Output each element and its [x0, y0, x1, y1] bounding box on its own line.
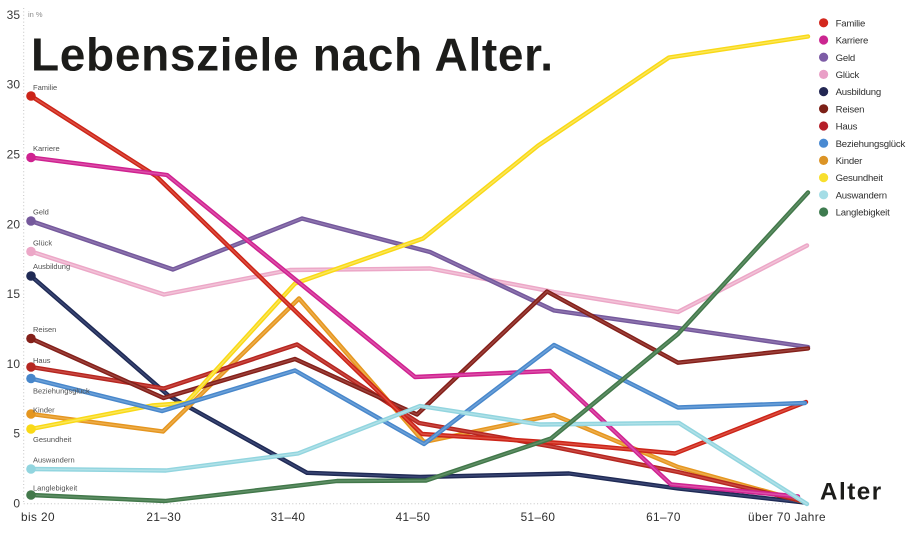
svg-text:Beziehungsglück: Beziehungsglück — [836, 139, 906, 150]
svg-text:41–50: 41–50 — [396, 510, 431, 524]
svg-text:30: 30 — [7, 78, 21, 92]
svg-text:Gesundheit: Gesundheit — [836, 173, 884, 184]
svg-text:Familie: Familie — [836, 18, 866, 29]
svg-text:Ausbildung: Ausbildung — [836, 87, 881, 98]
svg-text:über 70 Jahre: über 70 Jahre — [748, 510, 826, 524]
svg-text:Langlebigkeit: Langlebigkeit — [836, 208, 890, 219]
svg-text:Reisen: Reisen — [33, 325, 56, 334]
svg-text:Glück: Glück — [33, 239, 52, 248]
svg-text:Lebensziele nach Alter.: Lebensziele nach Alter. — [31, 28, 554, 80]
svg-text:Gesundheit: Gesundheit — [33, 435, 72, 444]
svg-text:Haus: Haus — [33, 356, 51, 365]
svg-text:Geld: Geld — [836, 53, 855, 64]
svg-text:21–30: 21–30 — [146, 510, 181, 524]
svg-text:Reisen: Reisen — [836, 104, 865, 115]
svg-text:Auswandern: Auswandern — [33, 456, 75, 465]
svg-text:35: 35 — [7, 8, 21, 22]
svg-text:Karriere: Karriere — [836, 36, 869, 47]
svg-text:Auswandern: Auswandern — [836, 190, 887, 201]
svg-text:51–60: 51–60 — [521, 510, 556, 524]
svg-text:Alter: Alter — [820, 479, 883, 506]
svg-text:Haus: Haus — [836, 122, 858, 133]
svg-text:61–70: 61–70 — [646, 510, 681, 524]
svg-text:Geld: Geld — [33, 208, 49, 217]
svg-text:Karriere: Karriere — [33, 144, 60, 153]
svg-text:0: 0 — [13, 497, 20, 511]
svg-text:20: 20 — [7, 217, 21, 231]
svg-text:bis 20: bis 20 — [21, 510, 55, 524]
svg-text:Kinder: Kinder — [836, 156, 864, 167]
svg-text:25: 25 — [7, 148, 21, 162]
svg-text:Langlebigkeit: Langlebigkeit — [33, 484, 78, 493]
svg-text:in %: in % — [28, 10, 43, 19]
svg-text:Beziehungsglück: Beziehungsglück — [33, 387, 90, 396]
svg-text:Glück: Glück — [836, 70, 860, 81]
svg-text:31–40: 31–40 — [271, 510, 306, 524]
svg-text:10: 10 — [7, 357, 21, 371]
svg-text:Kinder: Kinder — [33, 406, 55, 415]
svg-text:5: 5 — [13, 427, 20, 441]
svg-text:Familie: Familie — [33, 83, 57, 92]
svg-text:15: 15 — [7, 287, 21, 301]
svg-text:Ausbildung: Ausbildung — [33, 262, 70, 271]
